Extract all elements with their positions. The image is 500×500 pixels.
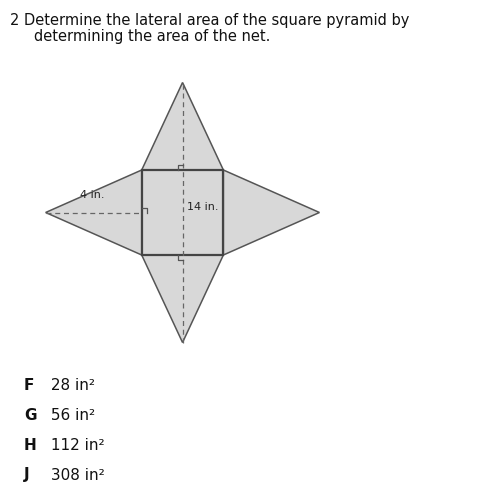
Text: H: H — [24, 438, 37, 452]
Text: determining the area of the net.: determining the area of the net. — [34, 29, 270, 44]
Text: F: F — [24, 378, 34, 392]
Text: 308 in²: 308 in² — [46, 468, 104, 482]
Text: J: J — [24, 468, 30, 482]
Polygon shape — [142, 170, 224, 255]
Text: 56 in²: 56 in² — [46, 408, 95, 422]
Polygon shape — [224, 170, 320, 255]
Text: 112 in²: 112 in² — [46, 438, 104, 452]
Text: 2 Determine the lateral area of the square pyramid by: 2 Determine the lateral area of the squa… — [10, 12, 409, 28]
Text: 28 in²: 28 in² — [46, 378, 94, 392]
Polygon shape — [142, 255, 224, 342]
Text: 14 in.: 14 in. — [188, 202, 219, 212]
Text: G: G — [24, 408, 36, 422]
Text: 4 in.: 4 in. — [80, 190, 104, 200]
Polygon shape — [46, 170, 142, 255]
Polygon shape — [142, 82, 224, 170]
